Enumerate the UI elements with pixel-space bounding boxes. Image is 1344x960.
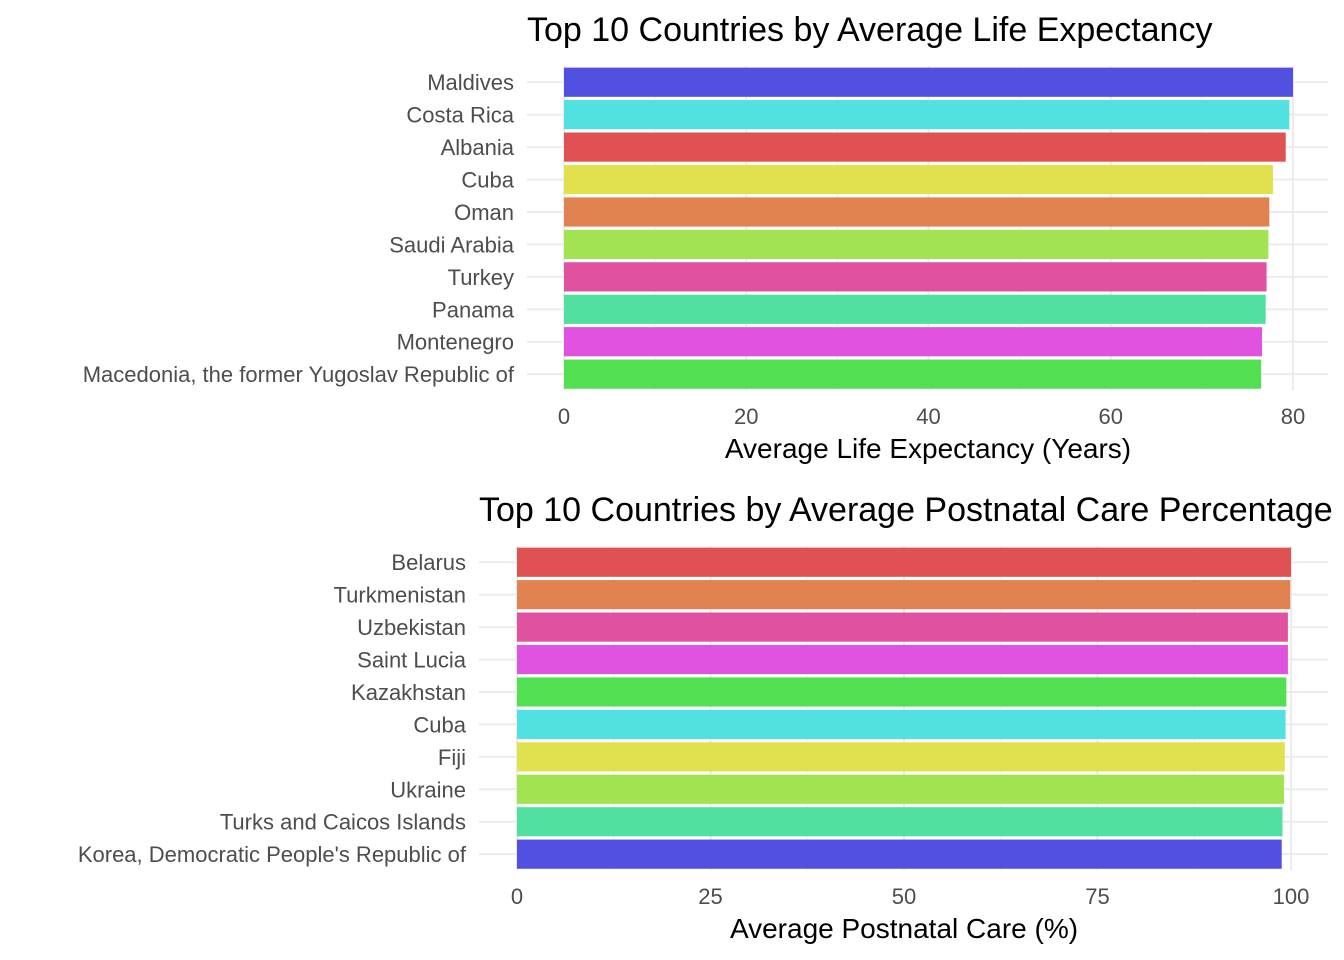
x-axis-title: Average Postnatal Care (%) xyxy=(730,913,1078,944)
x-tick-label: 50 xyxy=(892,884,916,909)
x-tick-label: 40 xyxy=(916,404,940,429)
x-tick-label: 0 xyxy=(511,884,523,909)
bar xyxy=(564,67,1293,97)
chart-title: Top 10 Countries by Average Life Expecta… xyxy=(527,11,1212,49)
bar xyxy=(564,294,1266,324)
category-label: Costa Rica xyxy=(406,103,514,128)
x-tick-label: 20 xyxy=(734,404,758,429)
life-expectancy-chart: Maldives Costa Rica Albania Cuba Oman Saudi A… xyxy=(83,11,1328,464)
x-axis-title: Average Life Expectancy (Years) xyxy=(725,433,1131,464)
category-label: Saint Lucia xyxy=(357,648,467,673)
category-label: Saudi Arabia xyxy=(389,232,515,257)
category-label: Cuba xyxy=(461,168,514,193)
bar xyxy=(564,164,1273,195)
bar xyxy=(517,644,1288,675)
bar xyxy=(517,807,1283,837)
x-tick-label: 75 xyxy=(1085,884,1109,909)
bar xyxy=(564,262,1267,292)
x-tick-label: 100 xyxy=(1273,884,1310,909)
bar xyxy=(564,327,1263,357)
bar xyxy=(564,359,1262,389)
bar xyxy=(517,547,1291,577)
category-label: Korea, Democratic People's Republic of xyxy=(78,842,467,867)
category-label: Turks and Caicos Islands xyxy=(220,810,466,835)
category-label: Panama xyxy=(432,297,515,322)
chart-title: Top 10 Countries by Average Postnatal Ca… xyxy=(479,491,1333,529)
category-label: Albania xyxy=(441,135,515,160)
category-label: Fiji xyxy=(438,745,466,770)
category-label: Turkmenistan xyxy=(334,583,466,608)
postnatal-care-chart: Belarus Turkmenistan Uzbekistan Saint Lucia… xyxy=(78,491,1333,944)
category-label: Ukraine xyxy=(390,777,466,802)
bars xyxy=(517,547,1291,869)
category-label: Kazakhstan xyxy=(351,680,466,705)
bar xyxy=(517,774,1285,804)
bar xyxy=(517,580,1291,610)
x-tick-label: 0 xyxy=(558,404,570,429)
x-tick-label: 25 xyxy=(698,884,722,909)
category-label: Oman xyxy=(454,200,514,225)
category-label: Uzbekistan xyxy=(357,615,466,640)
x-tick-label: 80 xyxy=(1281,404,1305,429)
bar xyxy=(517,742,1285,772)
category-label: Belarus xyxy=(391,550,466,575)
category-label: Cuba xyxy=(413,712,466,737)
bars xyxy=(564,67,1293,389)
bar xyxy=(517,709,1286,740)
category-label: Montenegro xyxy=(397,330,514,355)
category-label: Macedonia, the former Yugoslav Republic … xyxy=(83,362,515,387)
bar xyxy=(564,100,1290,130)
bar xyxy=(517,612,1288,642)
category-label: Maldives xyxy=(427,70,514,95)
bar xyxy=(517,839,1282,869)
bar xyxy=(517,677,1287,707)
x-tick-label: 60 xyxy=(1099,404,1123,429)
category-label: Turkey xyxy=(448,265,514,290)
bar xyxy=(564,197,1270,227)
bar xyxy=(564,229,1269,260)
bar xyxy=(564,132,1286,162)
